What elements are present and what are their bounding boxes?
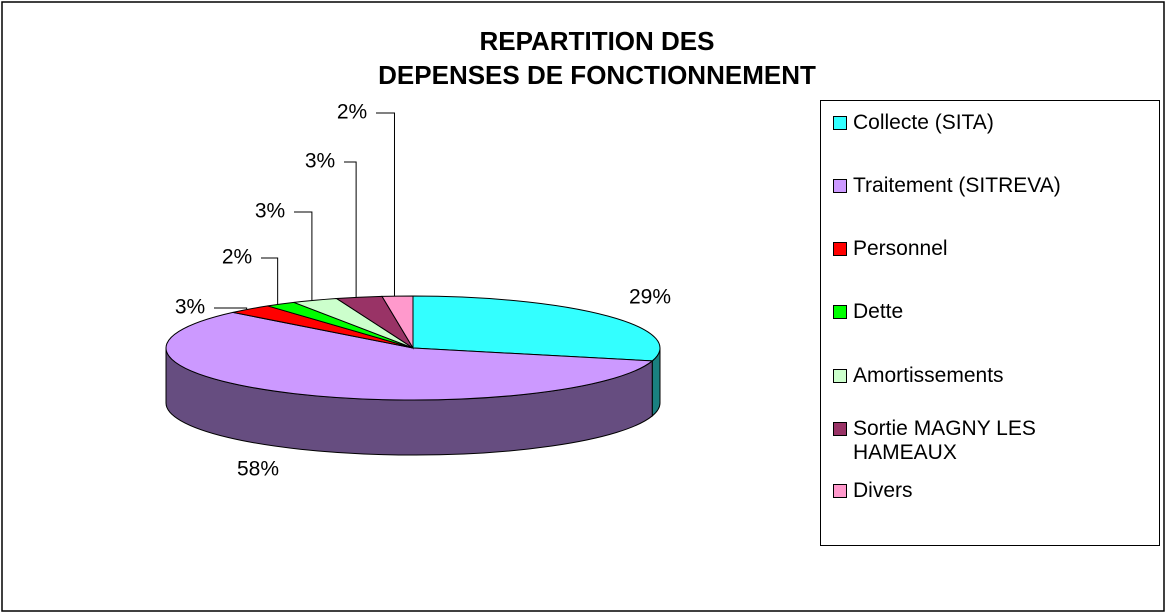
legend: Collecte (SITA) Traitement (SITREVA) Perso… <box>820 100 1160 546</box>
chart-title: DEPENSES DE FONCTIONNEMENT <box>378 60 816 90</box>
legend-swatch <box>833 484 847 498</box>
data-label: 2% <box>337 101 367 124</box>
legend-item: Sortie MAGNY LES HAMEAUX <box>833 417 1153 465</box>
legend-swatch <box>833 369 847 383</box>
data-label: 3% <box>175 296 205 319</box>
legend-item: Traitement (SITREVA) <box>833 174 1153 198</box>
legend-swatch <box>833 422 847 436</box>
legend-item: Divers <box>833 479 1153 503</box>
legend-label: Dette <box>853 300 904 323</box>
slice <box>381 295 414 350</box>
slice <box>165 311 654 401</box>
data-label: 2% <box>222 246 252 269</box>
data-label: 3% <box>305 150 335 173</box>
legend-label: Amortissements <box>853 364 1004 387</box>
leader-line <box>261 257 279 305</box>
legend-label: Traitement (SITREVA) <box>853 174 1061 197</box>
legend-swatch <box>833 179 847 193</box>
chart-title: REPARTITION DES <box>480 26 715 56</box>
slice <box>412 295 661 362</box>
data-label: 3% <box>255 200 285 223</box>
legend-item: Amortissements <box>833 364 1153 388</box>
leader-line <box>214 307 248 309</box>
legend-swatch <box>833 116 847 130</box>
legend-swatch <box>833 242 847 256</box>
legend-swatch <box>833 305 847 319</box>
legend-label: Personnel <box>853 237 948 260</box>
legend-label: Divers <box>853 479 913 502</box>
data-label: 58% <box>237 458 279 481</box>
data-label: 29% <box>629 286 671 309</box>
legend-item: Collecte (SITA) <box>833 111 1153 135</box>
legend-label: Collecte (SITA) <box>853 111 994 134</box>
leader-line <box>376 112 395 297</box>
legend-item: Personnel <box>833 237 1153 261</box>
legend-label: Sortie MAGNY LES HAMEAUX <box>853 417 1036 464</box>
legend-item: Dette <box>833 300 1153 324</box>
leader-line <box>344 161 357 298</box>
leader-line <box>294 211 313 301</box>
